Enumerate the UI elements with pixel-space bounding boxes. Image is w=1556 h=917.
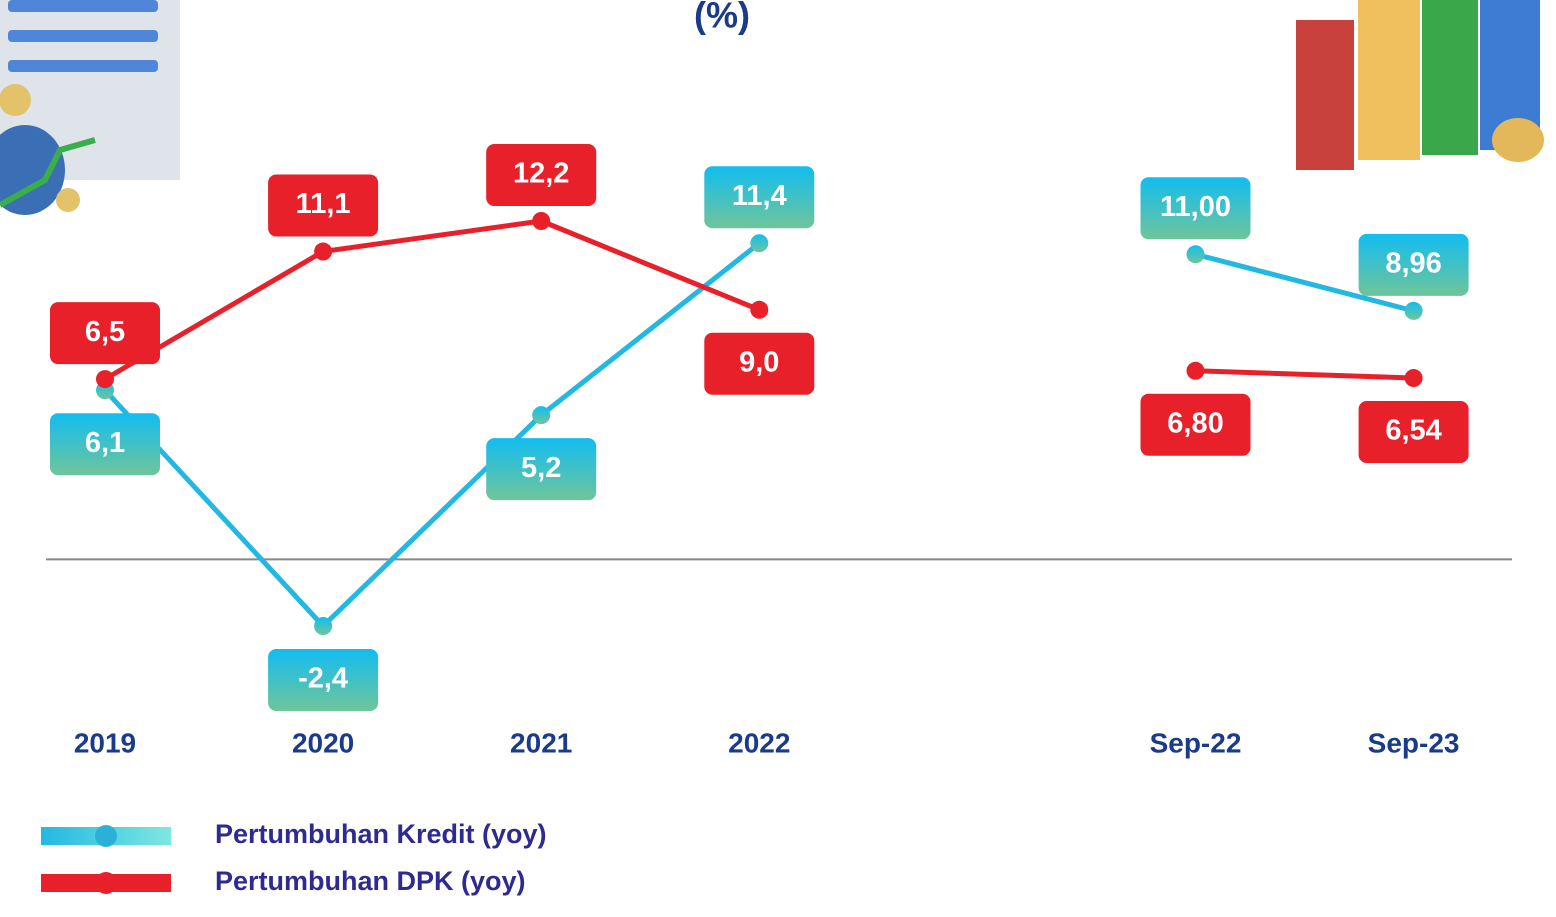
x-tick-label: 2019	[74, 727, 136, 758]
legend-label: Pertumbuhan Kredit (yoy)	[215, 819, 547, 849]
value-label: 11,00	[1160, 191, 1231, 223]
legend-marker	[95, 872, 117, 894]
value-label-box	[704, 332, 815, 395]
value-label-box	[268, 649, 379, 711]
point	[314, 242, 333, 261]
point	[750, 300, 769, 319]
value-label-box	[486, 438, 597, 501]
value-label: 9,0	[739, 346, 779, 378]
value-label: -2,4	[298, 663, 348, 695]
value-label: 6,54	[1385, 415, 1441, 447]
document-illustration	[0, 0, 180, 215]
bars-illustration	[1296, 0, 1544, 170]
point	[1186, 245, 1205, 264]
value-label: 11,1	[296, 188, 351, 220]
value-label-box	[1140, 177, 1251, 240]
value-label: 6,5	[85, 316, 125, 348]
point	[1404, 301, 1423, 320]
x-tick-label: Sep-23	[1368, 727, 1460, 758]
value-label: 5,2	[521, 452, 561, 484]
point	[532, 406, 551, 425]
value-label-box	[1358, 401, 1469, 464]
x-tick-label: 2021	[510, 727, 572, 758]
value-label-box	[1140, 393, 1251, 456]
value-label: 6,1	[85, 427, 125, 459]
point	[1404, 369, 1423, 388]
legend-marker	[95, 825, 117, 847]
value-label-box	[50, 302, 160, 365]
x-tick-label: Sep-22	[1150, 727, 1242, 758]
series-line	[1195, 368, 1414, 381]
value-label-box	[268, 174, 379, 237]
x-tick-label: 2022	[728, 727, 790, 758]
x-tick-label: 2020	[292, 727, 354, 758]
series-line	[103, 218, 761, 382]
value-label-box	[1358, 233, 1469, 296]
point	[314, 617, 333, 635]
value-label: 11,4	[732, 180, 787, 212]
value-label-box	[704, 166, 815, 229]
series-line	[1194, 251, 1415, 314]
legend-label: Pertumbuhan DPK (yoy)	[215, 866, 526, 896]
chart-title: (%)	[694, 0, 750, 36]
point	[750, 234, 769, 253]
value-label-box	[50, 413, 160, 476]
value-label: 6,80	[1167, 407, 1223, 439]
point	[1186, 361, 1205, 380]
point	[532, 212, 551, 230]
value-label: 8,96	[1385, 248, 1441, 280]
value-label-box	[486, 144, 597, 206]
point	[96, 370, 114, 389]
series-line	[103, 241, 761, 630]
value-label: 12,2	[513, 158, 569, 190]
